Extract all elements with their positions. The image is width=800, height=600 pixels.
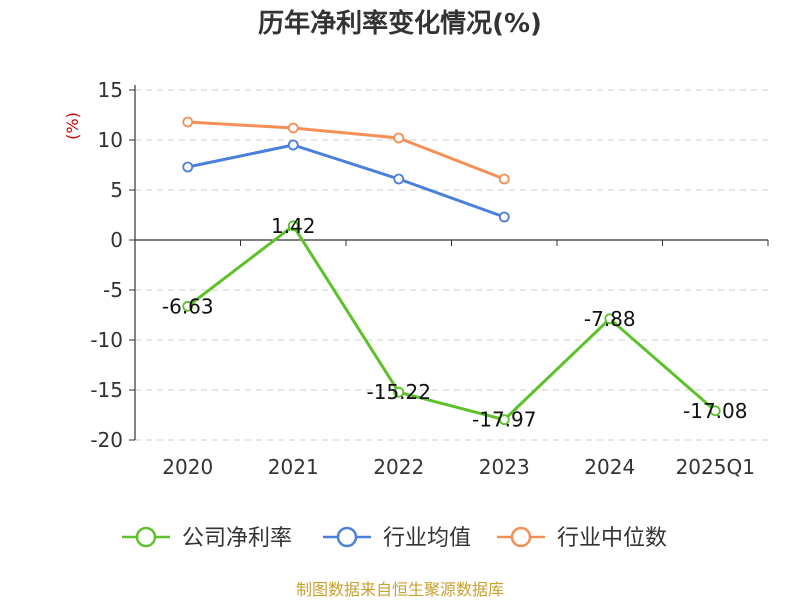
data-labels: -6.63 1.42 -15.22 -17.97 -7.88 -17.08 [162, 214, 748, 432]
series-line [186, 224, 717, 422]
x-tick-label: 2020 [162, 455, 213, 479]
x-tick-label: 2021 [268, 455, 319, 479]
chart-title: 历年净利率变化情况(%) [258, 8, 542, 39]
y-tick-label: 15 [98, 78, 123, 102]
legend-item[interactable]: 公司净利率 [122, 526, 292, 551]
data-point[interactable] [498, 173, 510, 185]
data-point[interactable] [709, 405, 721, 417]
data-point[interactable] [287, 139, 299, 151]
legend-label: 行业中位数 [557, 526, 667, 551]
series-line [187, 120, 505, 181]
data-point[interactable] [287, 220, 299, 232]
data-label: -17.97 [472, 408, 536, 432]
data-point[interactable] [393, 173, 405, 185]
legend-swatch-marker [336, 526, 358, 548]
series-line [187, 143, 505, 219]
legend-item[interactable]: 行业均值 [323, 526, 471, 551]
series-lines [186, 120, 717, 422]
data-point[interactable] [287, 122, 299, 134]
data-point[interactable] [182, 161, 194, 173]
data-label: -7.88 [584, 307, 636, 331]
x-tick-label: 2024 [584, 455, 635, 479]
data-point[interactable] [498, 414, 510, 426]
x-tick-label: 2022 [373, 455, 424, 479]
data-point[interactable] [604, 313, 616, 325]
source-note: 制图数据来自恒生聚源数据库 [296, 580, 504, 599]
data-point[interactable] [393, 132, 405, 144]
series-points [182, 116, 721, 426]
y-tick-label: -5 [103, 278, 123, 302]
axes [134, 85, 769, 440]
y-tick-label: 0 [110, 228, 123, 252]
y-tick-label: -10 [90, 328, 123, 352]
legend-swatch-marker [510, 526, 532, 548]
x-tick-label: 2023 [479, 455, 530, 479]
legend[interactable]: 公司净利率 行业均值 行业中位数 [122, 526, 667, 551]
grid-lines [129, 89, 768, 441]
tick-labels: 15 10 5 0 -5 -10 -15 -20 2020 2021 2022 2023 2024 202… [90, 78, 755, 479]
x-tick-label: 2025Q1 [676, 455, 755, 479]
data-label: -15.22 [367, 380, 431, 404]
y-tick-label: 5 [110, 178, 123, 202]
data-label: 1.42 [271, 214, 316, 238]
data-point[interactable] [393, 386, 405, 398]
data-label: -17.08 [683, 399, 747, 423]
data-label: -6.63 [162, 294, 214, 318]
legend-item[interactable]: 行业中位数 [497, 526, 667, 551]
legend-label: 行业均值 [383, 526, 471, 551]
data-point[interactable] [182, 116, 194, 128]
y-tick-label: 10 [98, 128, 123, 152]
legend-label: 公司净利率 [182, 526, 292, 551]
legend-swatch-marker [135, 526, 157, 548]
y-tick-label: -20 [90, 428, 123, 452]
y-tick-label: -15 [90, 378, 123, 402]
data-point[interactable] [182, 300, 194, 312]
y-axis-label: (%) [63, 112, 82, 140]
data-point[interactable] [498, 211, 510, 223]
